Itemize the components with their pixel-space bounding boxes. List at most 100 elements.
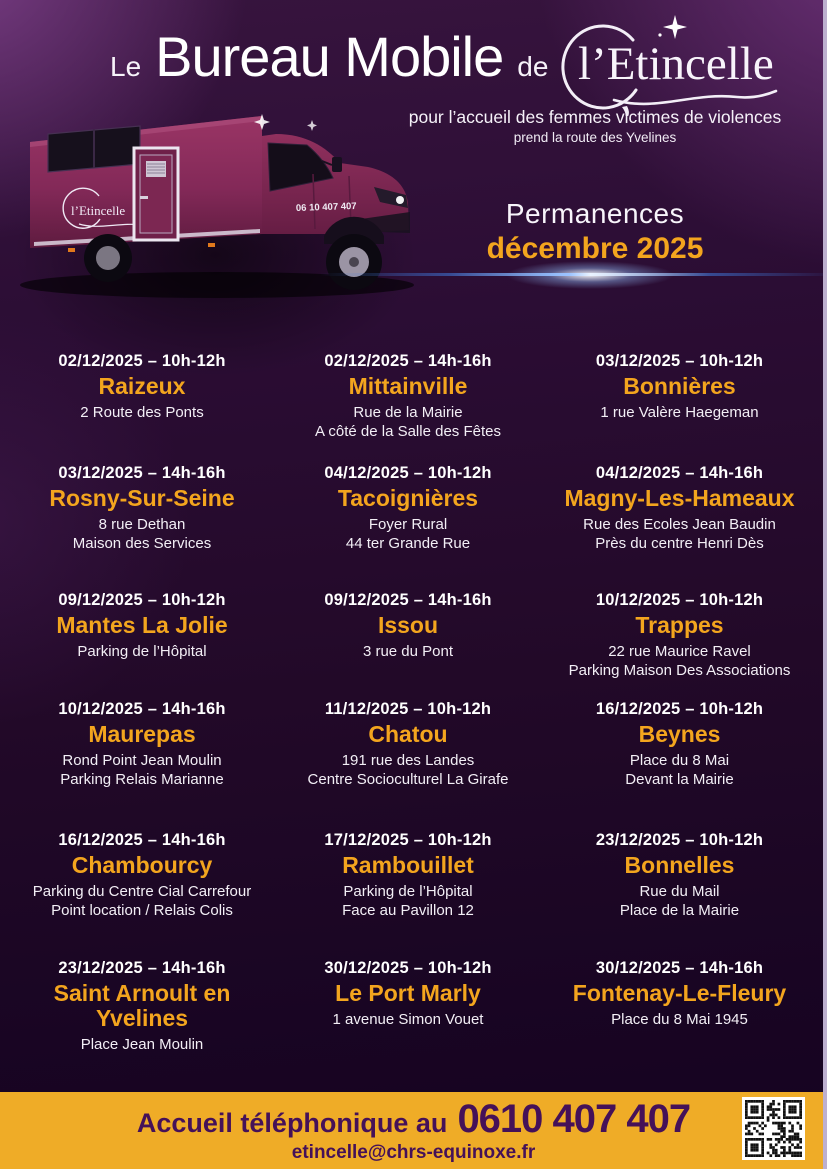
entry-datetime: 17/12/2025 – 10h-12h bbox=[324, 831, 492, 849]
van-illustration-icon: l’Etincelle 06 10 407 407 bbox=[20, 114, 414, 298]
entry-address-line: Point location / Relais Colis bbox=[51, 902, 233, 920]
entry-address-line: 1 rue Valère Haegeman bbox=[600, 403, 759, 421]
page-title: Le Bureau Mobile de bbox=[110, 24, 548, 89]
entry-address-line: Place du 8 Mai 1945 bbox=[611, 1010, 748, 1028]
schedule-entry: 10/12/2025 – 14h-16h Maurepas Rond Point… bbox=[0, 684, 284, 815]
entry-city: Saint Arnoult en Yvelines bbox=[53, 980, 231, 1031]
entry-address-line: Parking du Centre Cial Carrefour bbox=[32, 882, 252, 900]
sparkle-icon bbox=[663, 15, 687, 39]
entry-address-line: Devant la Mairie bbox=[625, 771, 734, 789]
subtitle-line2: prend la route des Yvelines bbox=[513, 130, 677, 145]
footer-bar: Accueil téléphonique au 0610 407 407 eti… bbox=[0, 1092, 827, 1169]
phone-prefix: Accueil téléphonique au bbox=[136, 1108, 448, 1138]
lens-flare-line bbox=[320, 273, 827, 276]
entry-datetime: 23/12/2025 – 14h-16h bbox=[58, 959, 226, 977]
entry-city: Maurepas bbox=[88, 721, 196, 747]
entry-city: Chatou bbox=[368, 721, 448, 747]
schedule-entry: 23/12/2025 – 10h-12h Bonnelles Rue du Ma… bbox=[532, 815, 827, 943]
entry-datetime: 10/12/2025 – 14h-16h bbox=[58, 700, 226, 718]
permanences-label: Permanences bbox=[505, 198, 685, 229]
entry-address-line: Parking de l’Hôpital bbox=[77, 642, 207, 660]
entry-address-line: Place de la Mairie bbox=[619, 902, 740, 920]
schedule-entry: 16/12/2025 – 14h-16h Chambourcy Parking … bbox=[0, 815, 284, 943]
entry-datetime: 02/12/2025 – 10h-12h bbox=[58, 352, 226, 370]
title-prefix: Le bbox=[110, 51, 142, 82]
schedule-entry: 30/12/2025 – 10h-12h Le Port Marly 1 ave… bbox=[284, 943, 532, 1066]
entry-datetime: 03/12/2025 – 14h-16h bbox=[58, 464, 226, 482]
entry-address-line: Centre Socioculturel La Girafe bbox=[307, 771, 509, 789]
entry-city: Bonnelles bbox=[624, 852, 735, 878]
entry-datetime: 30/12/2025 – 10h-12h bbox=[324, 959, 492, 977]
entry-datetime: 11/12/2025 – 10h-12h bbox=[324, 700, 492, 718]
entry-address-line: 3 rue du Pont bbox=[362, 642, 454, 660]
entry-city: Mittainville bbox=[348, 373, 468, 399]
schedule-entry: 04/12/2025 – 10h-12h Tacoignières Foyer … bbox=[284, 448, 532, 575]
title-suffix: de bbox=[517, 51, 549, 82]
entry-address-line: Place Jean Moulin bbox=[80, 1035, 204, 1053]
entry-datetime: 16/12/2025 – 10h-12h bbox=[595, 700, 764, 718]
entry-city: Raizeux bbox=[98, 373, 186, 399]
entry-datetime: 10/12/2025 – 10h-12h bbox=[595, 591, 764, 609]
entry-address-line: Parking Maison Des Associations bbox=[568, 662, 791, 680]
mobile-office-van: l’Etincelle 06 10 407 407 bbox=[12, 102, 422, 312]
entry-city: Le Port Marly bbox=[335, 980, 481, 1006]
entry-address-line: Rue de la Mairie bbox=[353, 403, 463, 421]
schedule-entry: 11/12/2025 – 10h-12h Chatou 191 rue des … bbox=[284, 684, 532, 815]
entry-city: Rosny-Sur-Seine bbox=[49, 485, 235, 511]
entry-city: Chambourcy bbox=[71, 852, 213, 878]
entry-datetime: 03/12/2025 – 10h-12h bbox=[595, 352, 764, 370]
subtitle-line1: pour l’accueil des femmes victimes de vi… bbox=[408, 107, 782, 127]
entry-address-line: Près du centre Henri Dès bbox=[595, 535, 764, 553]
entry-address-line: 8 rue Dethan bbox=[98, 515, 186, 533]
logo-swoosh bbox=[612, 89, 778, 106]
title-main: Bureau Mobile bbox=[155, 25, 504, 88]
schedule-entry: 09/12/2025 – 10h-12h Mantes La Jolie Par… bbox=[0, 575, 284, 684]
entry-address-line: Place du 8 Mai bbox=[629, 751, 730, 769]
entry-address-line: Foyer Rural bbox=[368, 515, 448, 533]
entry-datetime: 04/12/2025 – 10h-12h bbox=[324, 464, 492, 482]
brand-logo: l’Etincelle bbox=[552, 8, 782, 121]
entry-datetime: 09/12/2025 – 14h-16h bbox=[324, 591, 492, 609]
entry-city: Issou bbox=[377, 612, 439, 638]
entry-city: Trappes bbox=[635, 612, 724, 638]
van-logo-text: l’Etincelle bbox=[71, 203, 125, 218]
schedule-entry: 02/12/2025 – 14h-16h Mittainville Rue de… bbox=[284, 336, 532, 448]
schedule-entry: 04/12/2025 – 14h-16h Magny-Les-Hameaux R… bbox=[532, 448, 827, 575]
footer-phone-line: Accueil téléphonique au 0610 407 407 bbox=[0, 1097, 827, 1145]
entry-address-line: Parking Relais Marianne bbox=[60, 771, 224, 789]
entry-address-line: Maison des Services bbox=[72, 535, 212, 553]
phone-number: 0610 407 407 bbox=[457, 1097, 691, 1141]
entry-city: Tacoignières bbox=[337, 485, 479, 511]
etincelle-logo-icon: l’Etincelle bbox=[561, 15, 778, 120]
entry-address-line: A côté de la Salle des Fêtes bbox=[315, 423, 501, 441]
schedule-entry: 03/12/2025 – 14h-16h Rosny-Sur-Seine 8 r… bbox=[0, 448, 284, 575]
entry-city: Mantes La Jolie bbox=[56, 612, 228, 638]
sparkle-dot-icon bbox=[658, 33, 662, 37]
entry-address-line: Rond Point Jean Moulin bbox=[62, 751, 222, 769]
schedule-entry: 03/12/2025 – 10h-12h Bonnières 1 rue Val… bbox=[532, 336, 827, 448]
entry-city: Beynes bbox=[638, 721, 721, 747]
entry-datetime: 16/12/2025 – 14h-16h bbox=[58, 831, 226, 849]
entry-address-line: Parking de l’Hôpital bbox=[343, 882, 473, 900]
entry-address-line: 1 avenue Simon Vouet bbox=[332, 1010, 484, 1028]
schedule-entry: 02/12/2025 – 10h-12h Raizeux 2 Route des… bbox=[0, 336, 284, 448]
logo-text: l’Etincelle bbox=[578, 38, 774, 90]
schedule-grid: 02/12/2025 – 10h-12h Raizeux 2 Route des… bbox=[0, 336, 827, 1066]
schedule-entry: 09/12/2025 – 14h-16h Issou 3 rue du Pont bbox=[284, 575, 532, 684]
van-phone-text: 06 10 407 407 bbox=[296, 201, 357, 214]
schedule-entry: 30/12/2025 – 14h-16h Fontenay-Le-Fleury … bbox=[532, 943, 827, 1066]
entry-city: Bonnières bbox=[623, 373, 736, 399]
contact-email: etincelle@chrs-equinoxe.fr bbox=[291, 1142, 536, 1163]
qr-code bbox=[742, 1097, 805, 1160]
entry-city: Rambouillet bbox=[342, 852, 474, 878]
schedule-entry: 10/12/2025 – 10h-12h Trappes 22 rue Maur… bbox=[532, 575, 827, 684]
schedule-entry: 23/12/2025 – 14h-16h Saint Arnoult en Yv… bbox=[0, 943, 284, 1066]
entry-address-line: 2 Route des Ponts bbox=[80, 403, 204, 421]
schedule-entry: 17/12/2025 – 10h-12h Rambouillet Parking… bbox=[284, 815, 532, 943]
right-edge-strip bbox=[823, 0, 827, 1169]
entry-address-line: 22 rue Maurice Ravel bbox=[608, 642, 751, 660]
entry-city: Fontenay-Le-Fleury bbox=[572, 980, 787, 1006]
entry-datetime: 09/12/2025 – 10h-12h bbox=[58, 591, 226, 609]
entry-datetime: 30/12/2025 – 14h-16h bbox=[595, 959, 764, 977]
